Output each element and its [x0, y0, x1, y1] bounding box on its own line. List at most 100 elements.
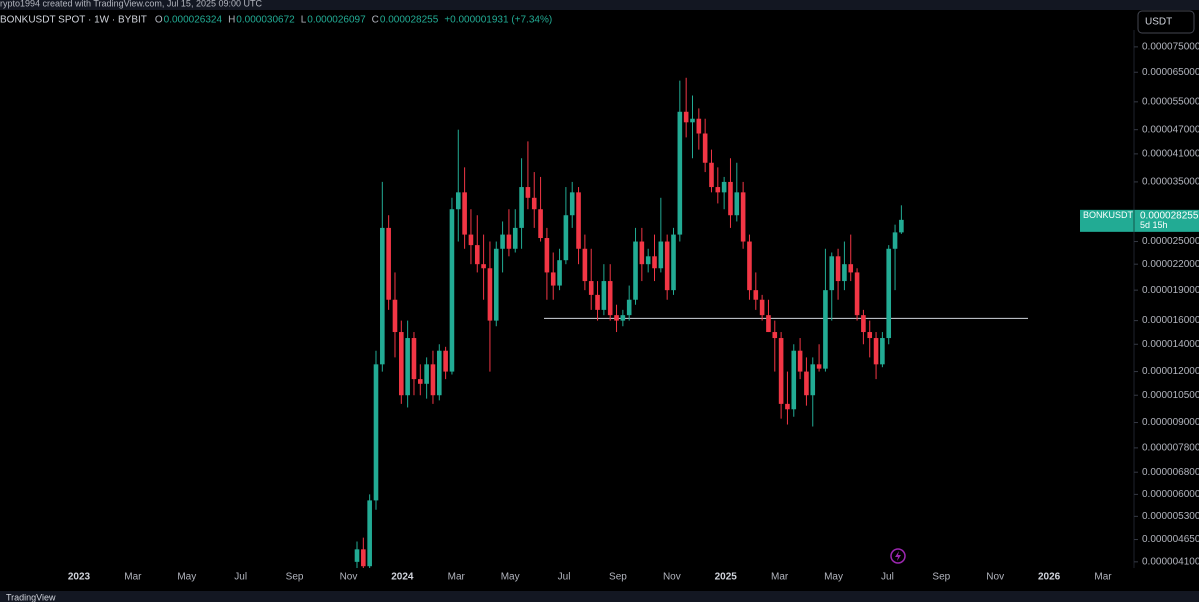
- y-tick-label: 0.0000750000: [1142, 42, 1199, 53]
- candle-body: [550, 272, 556, 286]
- candle-body: [474, 245, 480, 265]
- event-bolt: [895, 551, 901, 561]
- candle-body: [506, 234, 512, 249]
- candle-body: [645, 256, 651, 265]
- candle-body: [449, 209, 455, 372]
- candle-body: [557, 260, 562, 286]
- candle-body: [842, 264, 847, 282]
- candle-body: [354, 549, 360, 562]
- candle-body: [823, 290, 828, 369]
- candle-body: [867, 332, 873, 339]
- candle-body: [569, 192, 575, 216]
- x-tick-label: May: [177, 572, 196, 583]
- x-tick-label: Jul: [881, 572, 894, 583]
- candle-body: [785, 403, 790, 410]
- candle-body: [576, 192, 581, 249]
- x-tick-label: Nov: [986, 572, 1004, 583]
- currency[interactable]: USDT: [1145, 17, 1172, 28]
- ohlc-value: 0.000028255: [380, 15, 439, 26]
- countdown: 5d 15h: [1140, 220, 1168, 230]
- candle-body: [493, 248, 499, 321]
- x-tick-label: May: [824, 572, 843, 583]
- candle-body: [829, 256, 835, 291]
- ohlc-label: O: [155, 15, 163, 26]
- x-tick-label: Mar: [1094, 572, 1112, 583]
- ohlc-value: 0.000030672: [236, 15, 295, 26]
- candle-body: [696, 118, 702, 134]
- candle-body: [759, 299, 765, 316]
- x-tick-label: Sep: [932, 572, 950, 583]
- candle-body: [531, 197, 537, 210]
- x-tick-label: 2025: [715, 572, 738, 583]
- candle-body: [861, 315, 866, 333]
- candle-body: [563, 215, 569, 261]
- candle-body: [639, 241, 645, 265]
- candle-body: [614, 315, 619, 321]
- candle-body: [633, 241, 638, 300]
- candle-body: [791, 350, 797, 410]
- candle-body: [462, 192, 467, 235]
- candle-body: [652, 256, 657, 269]
- candle-body: [405, 338, 410, 396]
- x-tick-label: Mar: [448, 572, 466, 583]
- plot-area: [354, 77, 1028, 568]
- candle-body: [392, 299, 398, 333]
- candle-body: [702, 133, 708, 163]
- candle-body: [753, 290, 759, 300]
- candle-body: [525, 187, 531, 198]
- candle-body: [747, 241, 752, 291]
- candle-body: [892, 232, 898, 249]
- ohlc-label: C: [372, 15, 379, 26]
- candle-body: [721, 181, 727, 193]
- candle-body: [766, 315, 771, 333]
- credit: rypto1994 created with TradingView.com, …: [0, 0, 262, 8]
- candle-body: [487, 268, 493, 321]
- candle-body: [468, 234, 474, 246]
- candle-body: [740, 192, 746, 242]
- x-tick-label: 2024: [391, 572, 414, 583]
- candle-body: [677, 111, 683, 235]
- x-tick-label: Nov: [340, 572, 358, 583]
- candle-body: [424, 364, 429, 384]
- candle-body: [436, 350, 442, 396]
- ohlc-label: H: [228, 15, 235, 26]
- ohlc-value: 0.000026097: [307, 15, 366, 26]
- candle-body: [373, 364, 379, 501]
- x-tick-label: Sep: [609, 572, 627, 583]
- candle-body: [810, 364, 816, 396]
- footer-brand: TradingView: [6, 592, 56, 602]
- event-icon[interactable]: [890, 548, 906, 564]
- footer-strip: [0, 591, 1199, 602]
- candle-body: [772, 332, 778, 339]
- candle-body: [620, 315, 626, 321]
- x-tick-label: Nov: [663, 572, 681, 583]
- currency-button[interactable]: [1137, 10, 1195, 34]
- candle-body: [595, 294, 600, 310]
- candle-body: [380, 227, 385, 365]
- candle-body: [386, 227, 391, 300]
- change: +0.000001931 (+7.34%): [444, 15, 552, 26]
- candle-body: [500, 234, 505, 249]
- candle-body: [873, 338, 879, 365]
- candle-body: [411, 338, 417, 380]
- candle-body: [399, 332, 404, 396]
- candle-body: [804, 371, 809, 396]
- ohlc-legend: O 0.000026324 H 0.000030672 L 0.000026097 C 0.0…: [155, 15, 552, 26]
- last-price: 0.000028255: [1140, 210, 1199, 221]
- candle-body: [367, 500, 372, 567]
- candle-body: [607, 281, 613, 316]
- candle-body: [519, 187, 524, 228]
- candle-body: [728, 181, 733, 216]
- candle-body: [671, 234, 676, 291]
- candle-body: [658, 241, 664, 269]
